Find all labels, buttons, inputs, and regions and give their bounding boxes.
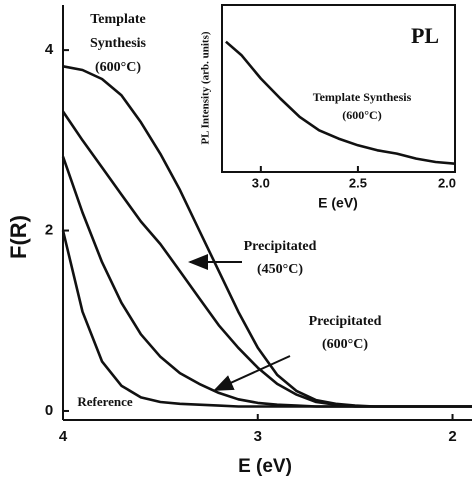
data-line bbox=[61, 156, 472, 408]
y-tick-label: 4 bbox=[45, 41, 54, 58]
inset-frame bbox=[221, 4, 456, 173]
y-tick-label: 0 bbox=[45, 402, 53, 419]
annotation: Reference bbox=[77, 394, 133, 409]
annotation: Template bbox=[90, 12, 145, 27]
x-tick-label: 3 bbox=[254, 428, 262, 445]
y-tick-label: 2 bbox=[45, 222, 53, 239]
annotation: (600°C) bbox=[342, 108, 381, 122]
data-line bbox=[61, 230, 472, 408]
x-axis-label: E (eV) bbox=[238, 456, 292, 477]
x-axis-label: E (eV) bbox=[318, 195, 358, 211]
x-tick-label: 3.0 bbox=[252, 175, 270, 190]
y-axis-label: PL Intensity (arb. units) bbox=[200, 31, 212, 144]
annotation: (450°C) bbox=[257, 262, 303, 277]
data-line bbox=[225, 40, 456, 165]
annotation: Synthesis bbox=[90, 36, 147, 51]
annotation: Precipitated bbox=[309, 314, 382, 329]
x-tick-label: 4 bbox=[59, 428, 68, 445]
annotation: (600°C) bbox=[322, 337, 368, 352]
x-tick-label: 2.0 bbox=[438, 175, 456, 190]
annotation-arrow bbox=[213, 355, 291, 391]
x-tick-label: 2 bbox=[448, 428, 456, 445]
annotation: Template Synthesis bbox=[313, 90, 412, 104]
annotation: Precipitated bbox=[244, 239, 317, 254]
x-tick-label: 2.5 bbox=[349, 175, 367, 190]
annotation: (600°C) bbox=[95, 60, 141, 75]
y-axis-label: F(R) bbox=[6, 215, 31, 259]
inset-title: PL bbox=[411, 23, 439, 48]
